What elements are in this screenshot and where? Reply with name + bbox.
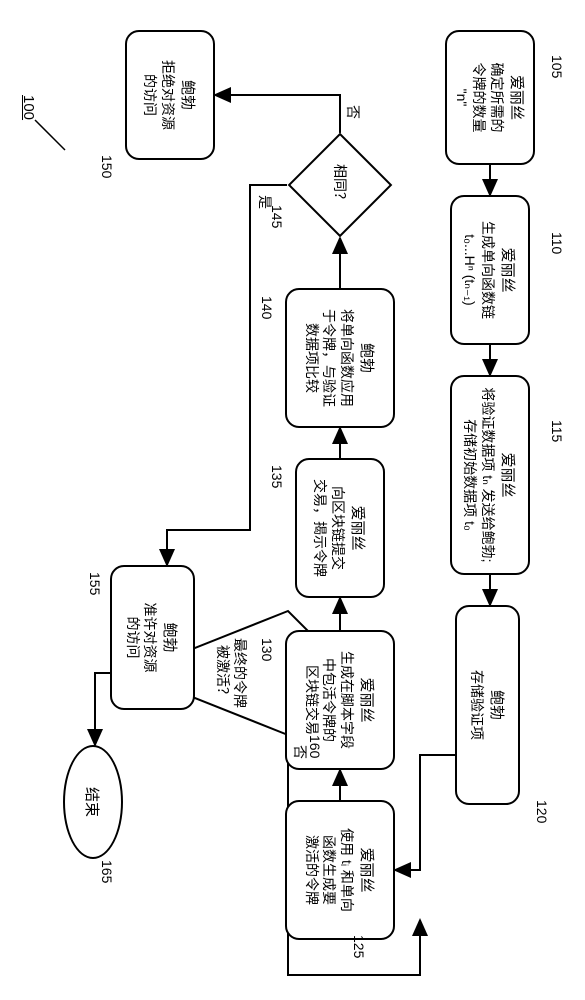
node-120: 鲍勃 存储验证项: [455, 605, 520, 805]
text: 向区块链提交 交易，揭示令牌: [311, 479, 346, 577]
actor: 爱丽丝: [357, 677, 378, 722]
callout-140: 140: [259, 296, 275, 319]
callout-165: 165: [99, 860, 115, 883]
node-135: 爱丽丝 向区块链提交 交易，揭示令牌: [295, 458, 385, 598]
text: 生成单向函数链 t₀...Hⁿ (tₙ₋₁): [461, 221, 496, 319]
actor: 爱丽丝: [348, 505, 369, 550]
node-115: 爱丽丝 将验证数据项 tₙ 发送给鲍勃; 存储初始数据项 t₀: [450, 375, 530, 575]
callout-120: 120: [534, 800, 550, 823]
actor: 爱丽丝: [498, 247, 519, 292]
callout-115: 115: [549, 420, 565, 442]
callout-105: 105: [549, 55, 565, 78]
node-105: 爱丽丝 确定所需的 令牌的数量 "n": [445, 30, 535, 165]
text: 存储验证项: [467, 670, 485, 740]
actor: 爱丽丝: [507, 75, 528, 120]
actor: 鲍勃: [487, 690, 508, 720]
callout-125: 125: [351, 935, 367, 958]
actor: 鲍勃: [357, 343, 378, 373]
text: 将验证数据项 tₙ 发送给鲍勃; 存储初始数据项 t₀: [461, 387, 496, 562]
node-150: 鲍勃 拒绝对资源 的访问: [125, 30, 215, 160]
node-110: 爱丽丝 生成单向函数链 t₀...Hⁿ (tₙ₋₁): [450, 195, 530, 345]
callout-150: 150: [99, 155, 115, 178]
text: 确定所需的 令牌的数量 "n": [452, 63, 505, 133]
actor: 爱丽丝: [357, 847, 378, 892]
node-155: 鲍勃 准许对资源 的访问: [110, 565, 195, 710]
text: 将单向函数应用 于令牌，与验证 数据项比较: [302, 309, 355, 407]
node-125: 爱丽丝 使用 tᵢ 和单向 函数生成要 激活的令牌: [285, 800, 395, 940]
diamond-145: 相同？: [303, 148, 377, 222]
actor: 鲍勃: [178, 80, 199, 110]
callout-155: 155: [87, 572, 103, 595]
text: 拒绝对资源 的访问: [141, 60, 176, 130]
diamond-145-label: 相同？: [303, 148, 377, 222]
edge-145-no: 否: [343, 105, 363, 119]
callout-135: 135: [269, 465, 285, 488]
edge-160-no: 否: [290, 745, 310, 759]
node-140: 鲍勃 将单向函数应用 于令牌，与验证 数据项比较: [285, 288, 395, 428]
callout-110: 110: [549, 232, 565, 254]
end-label: 结束: [83, 787, 104, 817]
text: 使用 tᵢ 和单向 函数生成要 激活的令牌: [302, 828, 355, 912]
text: 准许对资源 的访问: [124, 603, 159, 673]
actor: 爱丽丝: [498, 452, 519, 497]
edge-145-yes: 是: [255, 195, 275, 209]
figure-ref: 100: [20, 95, 37, 120]
flowchart-canvas: 爱丽丝 确定所需的 令牌的数量 "n" 105 爱丽丝 生成单向函数链 t₀..…: [0, 0, 585, 585]
actor: 鲍勃: [161, 622, 182, 652]
end-node: 结束: [63, 745, 123, 859]
